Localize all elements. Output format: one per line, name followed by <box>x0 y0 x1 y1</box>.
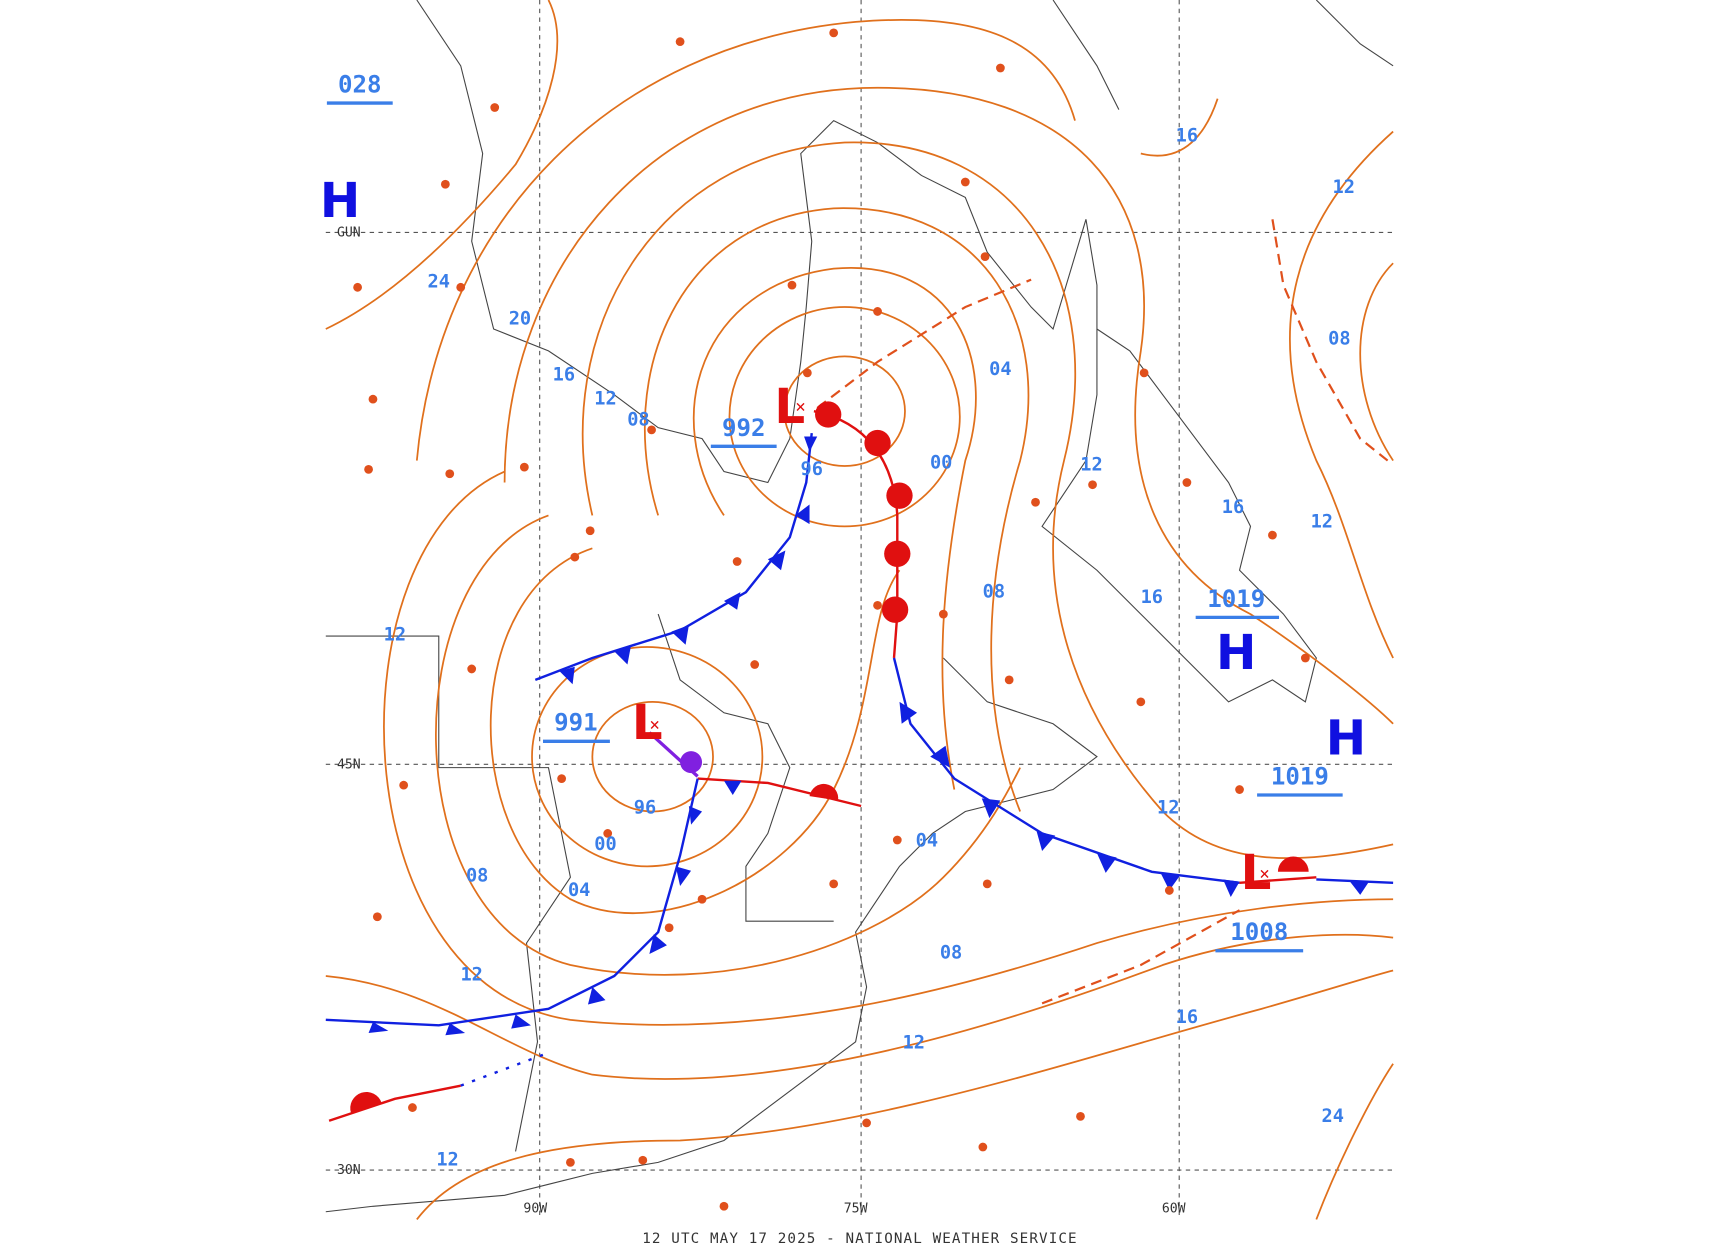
isobar-label: 12 <box>1333 177 1355 198</box>
isobar <box>692 266 977 790</box>
coastline <box>325 657 1098 1213</box>
isobar-labels: 20 24 16 12 08 96 00 04 16 12 08 12 16 1… <box>384 125 1355 1170</box>
pressure-value: 1019 <box>1271 762 1329 790</box>
isobar-label: 16 <box>1222 497 1244 518</box>
isobar <box>644 207 1030 812</box>
cold-front-symbols <box>368 780 742 1036</box>
cold-front <box>534 433 813 682</box>
longitude-label: 90W <box>523 1201 547 1216</box>
warm-front-symbol <box>1277 856 1309 872</box>
low-center: L <box>774 379 805 435</box>
pressure-value: 1019 <box>1207 585 1265 613</box>
occluded-symbol <box>680 751 703 774</box>
warm-front-symbol <box>809 783 839 801</box>
isobar <box>415 19 1219 461</box>
pressure-value: 028 <box>338 71 382 99</box>
isobar-label: 08 <box>627 410 649 431</box>
isobar-label: 16 <box>1176 125 1198 146</box>
isobar <box>1315 1063 1394 1220</box>
isobar <box>435 514 1021 976</box>
pressure-value: 992 <box>722 414 766 442</box>
latitude-label: 30N <box>337 1163 361 1178</box>
warm-front <box>328 1084 461 1122</box>
isobar <box>591 700 714 813</box>
low-center: L <box>1241 845 1272 901</box>
isobar-label: 00 <box>930 452 952 473</box>
isobar-label: 12 <box>460 964 482 985</box>
isobar-label: 12 <box>384 624 406 645</box>
isobar <box>503 86 1394 725</box>
isobar <box>728 306 961 528</box>
footer: 12 UTC MAY 17 2025 - NATIONAL WEATHER SE… <box>642 1231 1077 1247</box>
isobar <box>531 646 764 868</box>
isobar-label: 08 <box>983 582 1005 603</box>
latitude-label: 45N <box>337 757 361 772</box>
isobar <box>783 355 906 467</box>
isobar-label: 16 <box>553 365 575 386</box>
grid <box>325 0 1394 1220</box>
boundary <box>325 0 1394 1152</box>
isobar-label: 12 <box>903 1032 925 1053</box>
pressure-value: 991 <box>554 709 598 737</box>
isobar-label: 24 <box>428 271 450 292</box>
coastlines <box>325 0 1394 1213</box>
station-label: GUN <box>337 225 361 240</box>
isobar-label: 04 <box>989 359 1011 380</box>
warm-front-symbol <box>350 1091 382 1114</box>
warm-front <box>1239 876 1317 884</box>
isobar-label: 96 <box>634 798 656 819</box>
high-center: H <box>1216 625 1256 681</box>
isobar-label: 12 <box>1311 511 1333 532</box>
high-center: H <box>320 173 360 229</box>
trough <box>816 278 1032 409</box>
pressure-value: 1008 <box>1230 918 1288 946</box>
isobar <box>325 0 559 330</box>
isobar-label: 12 <box>1080 454 1102 475</box>
isobar <box>383 470 1394 1026</box>
cold-front-symbols <box>559 436 818 685</box>
longitude-label: 60W <box>1162 1201 1186 1216</box>
isobar <box>416 969 1394 1220</box>
grid-labels: 45N 30N 90W 75W 60W GUN <box>337 225 1186 1216</box>
isobar-label: 04 <box>916 831 938 852</box>
isobar-label: 08 <box>1328 328 1350 349</box>
troughs <box>816 219 1389 1005</box>
cold-front <box>325 778 699 1027</box>
isobar-label: 20 <box>509 309 531 330</box>
center-mark: × <box>1259 864 1270 884</box>
isobar-label: 24 <box>1322 1106 1344 1127</box>
isobar <box>489 547 901 915</box>
stations <box>353 28 1310 1211</box>
isobar <box>1289 130 1394 659</box>
longitude-label: 75W <box>844 1201 868 1216</box>
trough <box>1271 219 1389 462</box>
isobars <box>325 0 1394 1220</box>
isobar <box>581 141 1394 859</box>
isobar-label: 16 <box>1176 1007 1198 1028</box>
low-center: L <box>632 695 663 751</box>
isobar-label: 12 <box>594 389 616 410</box>
pressure-centers: 028 H L × 992 L × 991 H 1019 H 1019 L × … <box>320 71 1366 953</box>
isobar-label: 00 <box>594 834 616 855</box>
stationary-front <box>460 1051 549 1087</box>
isobar-label: 04 <box>568 880 590 901</box>
coastline <box>416 0 1317 703</box>
isobar-label: 96 <box>801 459 823 480</box>
center-mark: × <box>795 397 806 417</box>
fronts <box>325 401 1394 1122</box>
isobar-label: 08 <box>940 942 962 963</box>
isobar-label: 12 <box>1157 798 1179 819</box>
isobar <box>325 934 1394 1080</box>
high-center: H <box>1326 710 1366 766</box>
isobar-label: 16 <box>1141 587 1163 608</box>
isobar-label: 08 <box>466 866 488 887</box>
trough <box>1041 909 1241 1005</box>
warm-front-symbols <box>815 401 913 623</box>
isobar <box>1359 262 1394 462</box>
isobar-label: 12 <box>436 1150 458 1171</box>
center-mark: × <box>649 715 660 735</box>
cold-front-symbols <box>899 701 1369 898</box>
